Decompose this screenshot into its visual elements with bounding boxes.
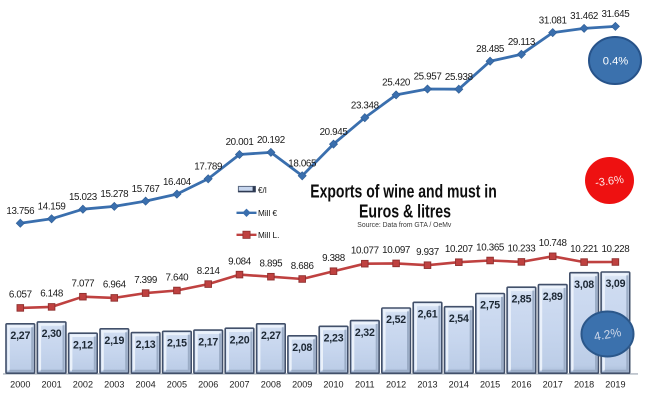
svg-text:31.462: 31.462 bbox=[570, 11, 598, 22]
svg-text:10.097: 10.097 bbox=[382, 245, 410, 256]
svg-text:2007: 2007 bbox=[229, 379, 249, 389]
svg-text:20.945: 20.945 bbox=[320, 127, 349, 138]
svg-text:2,54: 2,54 bbox=[449, 313, 469, 325]
svg-text:10.207: 10.207 bbox=[445, 244, 473, 255]
svg-text:20.192: 20.192 bbox=[257, 135, 285, 146]
svg-text:15.278: 15.278 bbox=[100, 189, 129, 200]
svg-text:6.964: 6.964 bbox=[103, 280, 127, 291]
svg-text:2,32: 2,32 bbox=[355, 327, 375, 339]
svg-text:2,15: 2,15 bbox=[167, 338, 187, 350]
svg-text:29.113: 29.113 bbox=[508, 37, 536, 48]
svg-text:2,89: 2,89 bbox=[543, 291, 563, 303]
svg-text:10.077: 10.077 bbox=[351, 246, 379, 257]
svg-text:7.640: 7.640 bbox=[166, 272, 190, 283]
svg-text:7.399: 7.399 bbox=[134, 275, 157, 286]
svg-text:3,09: 3,09 bbox=[605, 278, 625, 290]
svg-text:18.065: 18.065 bbox=[288, 159, 317, 170]
svg-text:16.404: 16.404 bbox=[163, 177, 192, 188]
svg-text:2010: 2010 bbox=[323, 379, 343, 389]
svg-text:2001: 2001 bbox=[41, 379, 61, 389]
svg-text:9.937: 9.937 bbox=[416, 247, 439, 258]
svg-text:15.767: 15.767 bbox=[132, 184, 160, 195]
svg-text:2,27: 2,27 bbox=[10, 330, 30, 342]
svg-text:23.348: 23.348 bbox=[351, 100, 380, 111]
svg-text:€/l: €/l bbox=[258, 186, 267, 195]
svg-text:0.4%: 0.4% bbox=[603, 56, 629, 68]
svg-text:9.084: 9.084 bbox=[228, 256, 252, 267]
svg-text:10.228: 10.228 bbox=[601, 244, 630, 255]
svg-text:2,13: 2,13 bbox=[136, 339, 156, 351]
svg-text:2,12: 2,12 bbox=[73, 339, 93, 351]
svg-text:2002: 2002 bbox=[73, 379, 93, 389]
svg-text:31.645: 31.645 bbox=[601, 9, 630, 20]
svg-text:2,85: 2,85 bbox=[511, 293, 531, 305]
svg-text:28.485: 28.485 bbox=[476, 44, 505, 55]
svg-text:4.2%: 4.2% bbox=[593, 325, 623, 344]
svg-text:13.756: 13.756 bbox=[6, 206, 35, 217]
svg-text:2012: 2012 bbox=[386, 379, 406, 389]
svg-text:2003: 2003 bbox=[104, 379, 124, 389]
svg-text:8.895: 8.895 bbox=[260, 259, 284, 270]
svg-text:Mill L.: Mill L. bbox=[258, 231, 279, 240]
svg-text:10.365: 10.365 bbox=[476, 242, 505, 253]
svg-text:2,08: 2,08 bbox=[292, 342, 312, 354]
svg-text:31.081: 31.081 bbox=[539, 15, 567, 26]
svg-text:2009: 2009 bbox=[292, 379, 312, 389]
svg-text:25.420: 25.420 bbox=[382, 78, 411, 89]
svg-text:10.233: 10.233 bbox=[507, 244, 536, 255]
svg-text:2011: 2011 bbox=[355, 379, 375, 389]
svg-text:-3.6%: -3.6% bbox=[595, 174, 625, 189]
svg-text:7.077: 7.077 bbox=[72, 279, 95, 290]
svg-text:10.221: 10.221 bbox=[570, 244, 598, 255]
svg-text:3,08: 3,08 bbox=[574, 279, 594, 291]
svg-text:Mill €: Mill € bbox=[258, 209, 278, 218]
svg-text:2,17: 2,17 bbox=[198, 336, 218, 348]
svg-text:2014: 2014 bbox=[449, 379, 469, 389]
svg-text:2015: 2015 bbox=[480, 379, 500, 389]
svg-text:8.686: 8.686 bbox=[291, 261, 315, 272]
svg-text:2,20: 2,20 bbox=[230, 334, 250, 346]
svg-text:2,52: 2,52 bbox=[386, 314, 406, 326]
svg-text:2019: 2019 bbox=[605, 379, 625, 389]
svg-text:8.214: 8.214 bbox=[197, 266, 221, 277]
svg-text:6.057: 6.057 bbox=[9, 290, 32, 301]
svg-text:2,27: 2,27 bbox=[261, 330, 281, 342]
svg-text:20.001: 20.001 bbox=[226, 137, 254, 148]
svg-text:2006: 2006 bbox=[198, 379, 218, 389]
svg-text:10.748: 10.748 bbox=[539, 238, 568, 249]
svg-text:Source: Data from GTA / OeMv: Source: Data from GTA / OeMv bbox=[357, 220, 451, 229]
svg-text:25.957: 25.957 bbox=[414, 72, 442, 83]
svg-text:2008: 2008 bbox=[261, 379, 281, 389]
svg-text:2016: 2016 bbox=[511, 379, 531, 389]
svg-text:2,75: 2,75 bbox=[480, 300, 500, 312]
svg-text:2,61: 2,61 bbox=[418, 309, 438, 321]
svg-text:2005: 2005 bbox=[167, 379, 187, 389]
svg-text:2,30: 2,30 bbox=[42, 328, 62, 340]
svg-text:15.023: 15.023 bbox=[69, 192, 98, 203]
svg-text:2,23: 2,23 bbox=[324, 333, 344, 345]
svg-text:14.159: 14.159 bbox=[38, 202, 66, 213]
svg-text:2000: 2000 bbox=[10, 379, 30, 389]
svg-text:Euros & litres: Euros & litres bbox=[359, 200, 451, 221]
svg-text:9.388: 9.388 bbox=[322, 253, 346, 264]
svg-text:2017: 2017 bbox=[543, 379, 563, 389]
svg-text:25.938: 25.938 bbox=[445, 72, 474, 83]
svg-text:Exports of wine and must in: Exports of wine and must in bbox=[310, 181, 497, 202]
svg-text:2013: 2013 bbox=[417, 379, 437, 389]
svg-text:17.789: 17.789 bbox=[194, 162, 222, 173]
svg-text:6.148: 6.148 bbox=[40, 289, 64, 300]
svg-text:2018: 2018 bbox=[574, 379, 594, 389]
svg-text:2,19: 2,19 bbox=[104, 335, 124, 347]
svg-text:2004: 2004 bbox=[135, 379, 155, 389]
